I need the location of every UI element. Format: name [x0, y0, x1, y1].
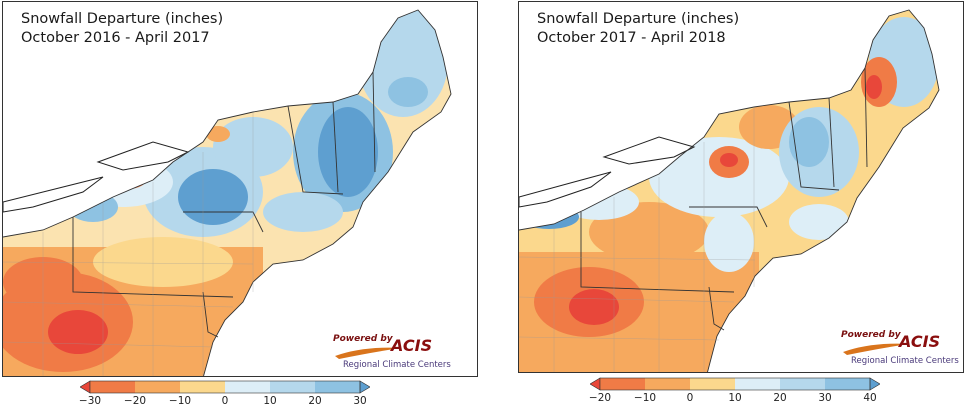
colorbar-extend-high: [869, 377, 880, 391]
snowfall-map: [3, 9, 452, 376]
map-frame: Snowfall Departure (inches) October 2016…: [2, 1, 478, 377]
colorbar-segment: [645, 378, 691, 390]
colorbar-segment: [315, 381, 361, 393]
colorbar-extend-high: [359, 380, 370, 394]
title-line-1: Snowfall Departure (inches): [537, 11, 740, 27]
colorbar-tick-label: 30: [818, 392, 832, 404]
colorbar-tick-label: 20: [308, 395, 322, 407]
colorbar-tick-label: −10: [168, 395, 192, 407]
colorbar-outline: [89, 380, 361, 394]
colorbar-tick-label: 10: [728, 392, 742, 404]
colorbar-segment: [90, 381, 136, 393]
colorbar-segment: [225, 381, 271, 393]
colorbar: [80, 380, 370, 394]
title-line-1: Snowfall Departure (inches): [21, 11, 224, 27]
logo-powered-by: Powered by: [333, 334, 393, 344]
acis-swoosh-icon: [843, 343, 909, 355]
snowfall-map: [519, 9, 940, 372]
colorbar-tick-label: −20: [588, 392, 612, 404]
colorbar-tick-label: 0: [221, 395, 229, 407]
colorbar-segment: [780, 378, 826, 390]
colorbar-tick-label: −30: [78, 395, 102, 407]
colorbar-tick-label: 10: [263, 395, 277, 407]
colorbar-extend-low: [80, 380, 91, 394]
colorbar-segment: [690, 378, 736, 390]
map-panel-2016-2017: Snowfall Departure (inches) October 2016…: [2, 1, 478, 407]
colorbar-segment: [270, 381, 316, 393]
colorbar-segment: [180, 381, 226, 393]
colorbar-tick-label: −10: [633, 392, 657, 404]
map-title: Snowfall Departure (inches) October 2016…: [21, 10, 223, 48]
logo-subtitle: Regional Climate Centers: [343, 360, 451, 370]
title-line-2: October 2016 - April 2017: [21, 30, 210, 46]
colorbar-tick-label: −20: [123, 395, 147, 407]
title-line-2: October 2017 - April 2018: [537, 30, 726, 46]
colorbar-tick-label: 0: [686, 392, 694, 404]
colorbar-segment: [825, 378, 871, 390]
colorbar-tick-label: 20: [773, 392, 787, 404]
colorbar-tick-label: 40: [863, 392, 877, 404]
map-title: Snowfall Departure (inches) October 2017…: [537, 10, 739, 48]
logo-subtitle: Regional Climate Centers: [851, 356, 959, 366]
acis-logo: Powered by ACIS Regional Climate Centers: [333, 334, 453, 372]
colorbar: [590, 377, 880, 391]
acis-swoosh-icon: [335, 347, 401, 359]
logo-brand: ACIS: [899, 332, 941, 351]
colorbar-extend-low: [590, 377, 601, 391]
logo-brand: ACIS: [391, 336, 433, 355]
colorbar-segment: [735, 378, 781, 390]
colorbar-outline: [599, 377, 871, 391]
colorbar-segment: [135, 381, 181, 393]
map-frame: Snowfall Departure (inches) October 2017…: [518, 1, 964, 373]
logo-powered-by: Powered by: [841, 330, 901, 340]
acis-logo: Powered by ACIS Regional Climate Centers: [841, 330, 961, 368]
map-panel-2017-2018: Snowfall Departure (inches) October 2017…: [516, 0, 968, 410]
colorbar-tick-label: 30: [353, 395, 367, 407]
colorbar-segment: [600, 378, 646, 390]
